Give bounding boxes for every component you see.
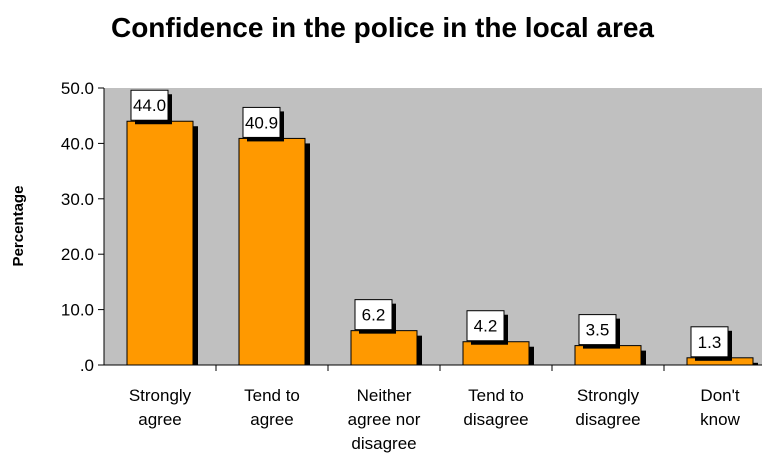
plot-area: .0 10.0 20.0 30.0 40.0 50.0 44.0 Strongly agree 4… — [61, 79, 762, 453]
data-label: 4.2 — [474, 317, 498, 336]
x-category-label: Neither agree nor disagree — [348, 386, 421, 453]
y-axis-title: Percentage — [10, 186, 27, 267]
x-category-label-line: agree nor — [348, 410, 421, 429]
y-tick-label: 40.0 — [61, 134, 94, 153]
x-category-label-line: know — [700, 410, 740, 429]
x-category-label-line: Neither — [357, 386, 412, 405]
data-label-box — [242, 106, 281, 138]
y-tick-label: 50.0 — [61, 79, 94, 98]
chart-title: Confidence in the police in the local ar… — [110, 12, 654, 43]
x-category-label-line: Don't — [700, 386, 739, 405]
x-category-label-line: Tend to — [244, 386, 300, 405]
data-label-box — [466, 310, 505, 342]
x-category-label: Strongly agree — [129, 386, 192, 429]
bar — [462, 341, 530, 366]
bar — [350, 330, 418, 366]
x-category-label-line: disagree — [351, 434, 416, 453]
data-label-box — [690, 326, 729, 358]
y-tick-label: .0 — [80, 356, 94, 375]
x-category-label: Don't know — [700, 386, 740, 429]
data-label: 6.2 — [362, 306, 386, 325]
x-category-label-line: disagree — [575, 410, 640, 429]
y-tick-label: 10.0 — [61, 301, 94, 320]
x-category-label: Strongly disagree — [575, 386, 640, 429]
plot-background — [104, 88, 762, 365]
data-label: 40.9 — [245, 113, 278, 132]
x-category-label-line: Strongly — [577, 386, 640, 405]
data-label: 1.3 — [698, 333, 722, 352]
x-category-label: Tend to agree — [244, 386, 300, 429]
y-tick-label: 20.0 — [61, 245, 94, 264]
data-label: 3.5 — [586, 321, 610, 340]
data-label: 44.0 — [133, 96, 166, 115]
x-category-label-line: agree — [138, 410, 181, 429]
data-label-box — [130, 89, 169, 121]
data-label-box — [578, 314, 617, 346]
x-category-label: Tend to disagree — [463, 386, 528, 429]
x-category-label-line: agree — [250, 410, 293, 429]
data-label-box — [354, 299, 393, 331]
x-category-label-line: disagree — [463, 410, 528, 429]
x-category-label-line: Strongly — [129, 386, 192, 405]
bar — [238, 137, 306, 366]
bar — [126, 120, 194, 366]
y-tick-label: 30.0 — [61, 190, 94, 209]
x-category-label-line: Tend to — [468, 386, 524, 405]
